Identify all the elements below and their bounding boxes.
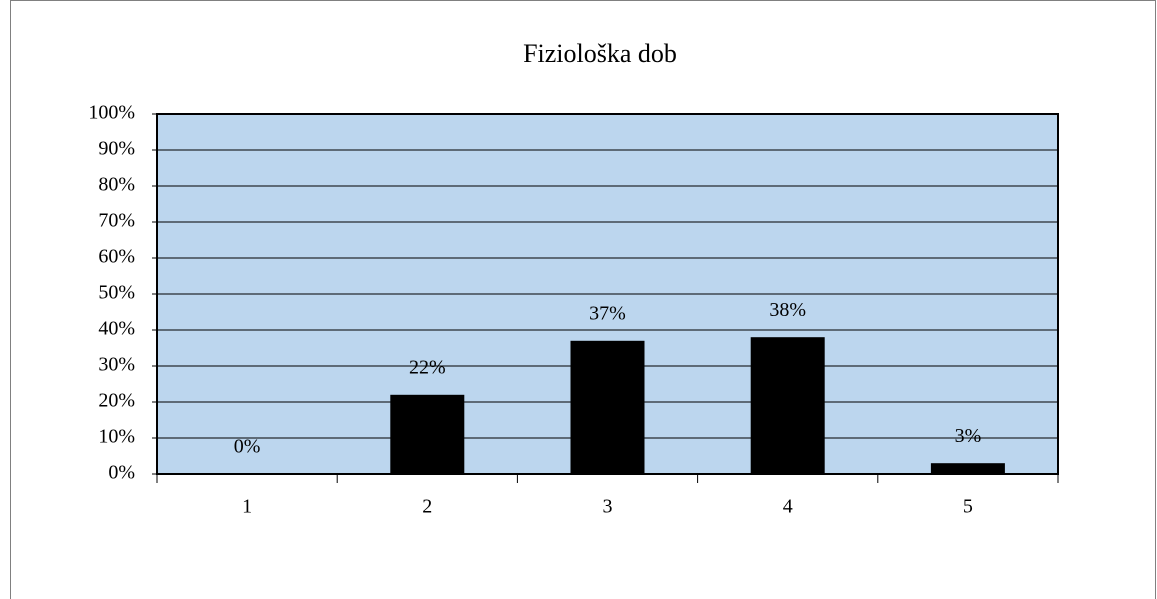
plot-border [156,113,1059,475]
chart-title: Fiziološka dob [523,39,677,68]
y-tick-label: 40% [98,318,135,340]
x-tick-label: 1 [242,496,252,518]
bar [390,394,465,474]
y-tick-label: 10% [98,426,135,448]
y-tick-label: 90% [98,138,135,160]
y-tick-label: 80% [98,174,135,196]
x-tick-label: 3 [603,496,613,518]
y-tick-label: 0% [108,462,135,484]
y-tick-label: 50% [98,282,135,304]
x-tick-label: 2 [422,496,432,518]
x-tick-label: 4 [783,496,793,518]
data-label: 3% [955,425,982,447]
y-tick-label: 100% [88,102,135,124]
data-label: 38% [769,299,806,321]
data-label: 37% [589,302,626,324]
x-tick-label: 5 [963,496,973,518]
bar [930,463,1005,474]
y-tick-label: 70% [98,210,135,232]
y-tick-label: 60% [98,246,135,268]
y-tick-label: 20% [98,390,135,412]
bar [750,337,825,474]
data-label: 0% [234,436,261,458]
bar [570,340,645,474]
data-label: 22% [409,356,446,378]
y-tick-label: 30% [98,354,135,376]
